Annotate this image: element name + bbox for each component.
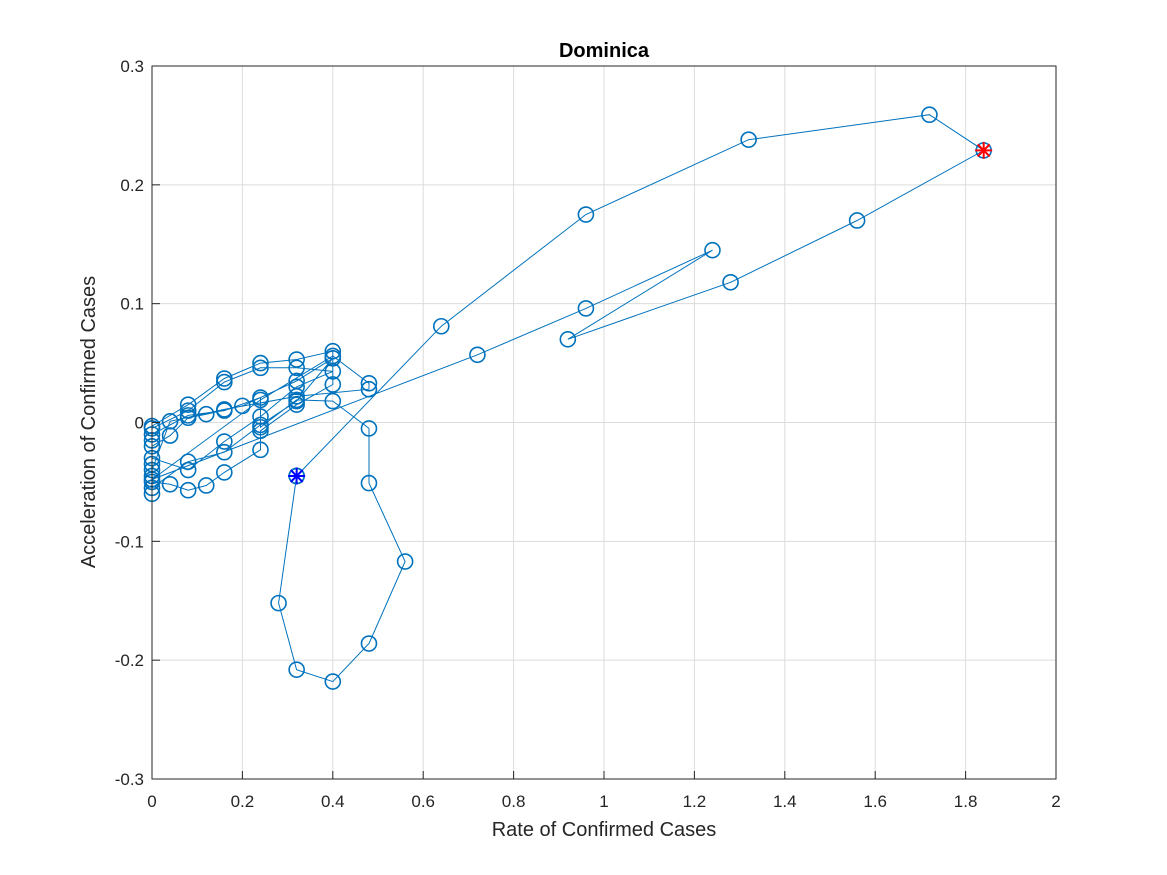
x-tick-label: 1.4 [773,792,797,811]
x-tick-label: 1 [599,792,608,811]
data-point [161,475,179,493]
start-marker-stroke [289,469,304,483]
data-point [288,359,305,377]
start-marker [288,467,306,485]
data-point [288,396,305,413]
data-point [216,370,233,387]
data-point [216,373,233,391]
data-point [179,409,197,427]
end-marker [975,141,993,159]
y-tick-label: 0 [135,414,144,433]
data-point [234,397,251,415]
y-axis-label: Acceleration of Confirmed Cases [78,276,100,568]
x-tick-label: 1.6 [863,792,887,811]
y-tick-label: 0.3 [120,57,144,76]
data-point [360,380,378,398]
data-point [324,342,342,360]
data-point [179,402,197,419]
data-point [360,474,378,492]
data-point [432,317,450,335]
data-point [288,388,305,405]
data-point [722,273,739,291]
chart-title: Dominica [559,40,650,62]
x-tick-label: 0.2 [231,792,255,811]
y-tick-label: 0.2 [120,176,144,195]
x-tick-label: 2 [1051,792,1060,811]
data-point [179,453,197,471]
data-point [216,443,233,461]
special-markers [288,141,993,485]
data-point [179,461,197,479]
data-point [396,553,414,570]
data-point [324,347,342,365]
data-point [704,241,721,259]
data-point [252,391,269,409]
data-point [179,396,197,413]
y-tick-label: -0.1 [115,532,144,551]
data-point [469,346,486,364]
end-marker-stroke [976,143,991,158]
data-point [324,376,342,393]
data-point [360,635,378,652]
data-point [197,405,215,423]
data-point [216,401,233,418]
x-axis-label: Rate of Confirmed Cases [492,819,717,841]
x-tick-label: 0 [147,792,156,811]
data-point [740,131,757,148]
data-point [288,351,305,368]
data-point [921,106,938,124]
ticks: 0 0.2 0.4 0.6 0.8 1 1.2 1.4 1.6 1.8 20.30.20.10-0.… [115,57,1061,811]
x-tick-label: 0.4 [321,792,345,811]
data-point [288,392,305,410]
data-point [288,661,305,678]
data-point [360,420,378,437]
data-point [559,331,577,348]
data-point [252,441,269,459]
y-tick-label: -0.3 [115,770,144,789]
x-tick-label: 0.8 [502,792,526,811]
data-point [216,464,233,481]
data-point [848,212,866,229]
x-tick-label: 1.2 [683,792,707,811]
data-point [324,392,342,410]
y-tick-label: -0.2 [115,651,144,670]
data-point [216,433,233,450]
data-point [252,354,269,372]
data-point [179,481,197,499]
data-point [252,359,269,377]
data-point [270,594,287,612]
x-tick-label: 1.8 [954,792,978,811]
data-point [252,422,269,440]
data-point [577,206,595,223]
data-point [252,416,269,434]
data-point [360,374,378,392]
data-point [197,477,215,494]
data-point [324,673,342,690]
y-tick-label: 0.1 [120,295,144,314]
x-tick-label: 0.6 [411,792,435,811]
data-point [161,413,179,430]
data-point [577,300,595,317]
